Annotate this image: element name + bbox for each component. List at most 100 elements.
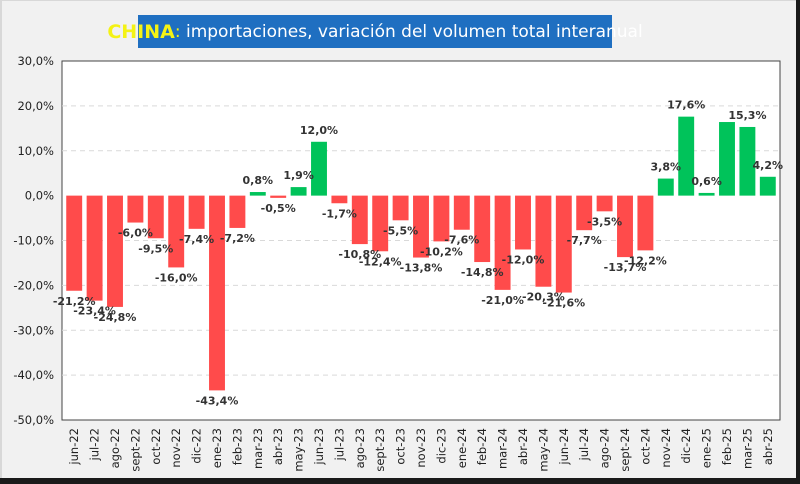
bar-mar-25 bbox=[739, 126, 756, 196]
data-label: -21,0% bbox=[481, 294, 524, 307]
x-category-label: oct-23 bbox=[394, 428, 408, 465]
x-category-label: abr-23 bbox=[271, 428, 285, 465]
data-labels: -21,2%-23,4%-24,8%-6,0%-9,5%-16,0%-7,4%-… bbox=[53, 99, 783, 408]
bar-feb-23 bbox=[229, 195, 246, 228]
x-category-label: may-24 bbox=[536, 428, 550, 472]
bar-abr-23 bbox=[270, 195, 287, 198]
data-label: 15,3% bbox=[728, 109, 766, 122]
x-category-label: feb-23 bbox=[230, 428, 244, 465]
chart-title: CHINA: importaciones, variación del volu… bbox=[107, 15, 643, 48]
data-label: -16,0% bbox=[155, 271, 198, 284]
chart-title-country: CHINA bbox=[107, 20, 175, 43]
x-category-label: ago-23 bbox=[353, 428, 367, 468]
bar-sept-23 bbox=[372, 195, 389, 252]
bar-mar-23 bbox=[249, 192, 266, 196]
bar-jul-22 bbox=[86, 195, 103, 301]
data-label: -12,4% bbox=[359, 255, 402, 268]
x-category-label: feb-25 bbox=[720, 428, 734, 465]
bar-ago-22 bbox=[107, 195, 123, 307]
x-category-label: nov-23 bbox=[414, 428, 428, 468]
y-tick-label: -30,0% bbox=[13, 323, 54, 337]
x-category-label: jun-22 bbox=[67, 428, 81, 466]
x-category-label: abr-25 bbox=[761, 428, 775, 465]
y-tick-label: -10,0% bbox=[13, 234, 54, 248]
data-label: 0,6% bbox=[691, 175, 722, 188]
bar-nov-23 bbox=[413, 195, 429, 258]
bar-ene-23 bbox=[209, 195, 225, 391]
data-label: -13,7% bbox=[604, 261, 647, 274]
x-category-label: jun-23 bbox=[312, 428, 326, 466]
bar-ago-23 bbox=[351, 195, 368, 245]
bar-ene-24 bbox=[453, 195, 470, 230]
x-category-label: abr-24 bbox=[516, 428, 530, 465]
x-category-label: jul-24 bbox=[577, 428, 591, 461]
bar-ago-24 bbox=[596, 195, 613, 212]
y-tick-label: 30,0% bbox=[17, 54, 54, 68]
bar-dic-24 bbox=[678, 116, 695, 196]
data-label: -0,5% bbox=[261, 202, 296, 215]
data-label: -12,2% bbox=[624, 254, 667, 267]
bar-jun-24 bbox=[555, 195, 572, 293]
bar-may-23 bbox=[290, 187, 307, 196]
bar-jul-24 bbox=[576, 195, 593, 231]
bar-abr-25 bbox=[759, 176, 776, 196]
bar-sept-24 bbox=[617, 195, 633, 258]
x-category-label: dic-24 bbox=[679, 428, 693, 464]
data-label: 3,8% bbox=[651, 161, 682, 174]
x-category-label: ago-24 bbox=[598, 428, 612, 468]
data-label: -1,7% bbox=[322, 207, 357, 220]
y-tick-label: 20,0% bbox=[17, 99, 54, 113]
data-label: -7,6% bbox=[444, 234, 479, 247]
x-category-label: nov-24 bbox=[659, 428, 673, 468]
data-label: -14,8% bbox=[461, 266, 504, 279]
data-label: -7,2% bbox=[220, 232, 255, 245]
data-label: 4,2% bbox=[753, 159, 784, 172]
x-category-label: mar-23 bbox=[251, 428, 265, 469]
data-label: -21,2% bbox=[53, 295, 96, 308]
y-tick-label: 10,0% bbox=[17, 144, 54, 158]
bar-jun-22 bbox=[66, 195, 83, 291]
bar-nov-22 bbox=[168, 195, 185, 268]
data-label: 1,9% bbox=[283, 169, 314, 182]
data-label: 12,0% bbox=[300, 124, 338, 137]
x-category-label: ene-23 bbox=[210, 428, 224, 468]
y-axis-ticks: 30,0% 20,0% 10,0% 0,0% -10,0% -20,0% -30,0% -40… bbox=[13, 54, 54, 427]
chart-title-separator: : bbox=[174, 21, 181, 42]
bar-mar-24 bbox=[494, 195, 511, 290]
x-category-label: sept-24 bbox=[618, 428, 632, 472]
y-tick-label: -40,0% bbox=[13, 368, 54, 382]
bar-dic-22 bbox=[188, 195, 205, 229]
x-category-label: mar-25 bbox=[740, 428, 754, 469]
data-label: -7,7% bbox=[567, 234, 602, 247]
bar-feb-24 bbox=[474, 195, 491, 263]
x-category-label: mar-24 bbox=[496, 428, 510, 469]
x-category-label: dic-22 bbox=[190, 428, 204, 464]
x-category-label: oct-22 bbox=[149, 428, 163, 465]
bar-oct-23 bbox=[392, 195, 409, 221]
data-label: -10,2% bbox=[420, 245, 463, 258]
x-category-label: ene-24 bbox=[455, 428, 469, 468]
data-label: -21,6% bbox=[542, 297, 585, 310]
bar-nov-24 bbox=[657, 178, 674, 196]
bar-may-24 bbox=[535, 195, 552, 287]
data-label: -24,8% bbox=[94, 311, 137, 324]
bar-abr-24 bbox=[515, 195, 531, 250]
x-category-label: ene-25 bbox=[700, 428, 714, 468]
x-category-label: dic-23 bbox=[434, 428, 448, 464]
data-label: -23,4% bbox=[73, 305, 116, 318]
bar-dic-23 bbox=[433, 195, 450, 242]
data-label: 17,6% bbox=[667, 99, 705, 112]
data-label: -6,0% bbox=[118, 227, 153, 240]
data-label: -43,4% bbox=[196, 394, 239, 407]
x-category-label: may-23 bbox=[292, 428, 306, 472]
bar-oct-22 bbox=[147, 195, 164, 239]
data-label: -20,3% bbox=[522, 291, 565, 304]
data-label: -5,5% bbox=[383, 224, 418, 237]
chart-title-text: importaciones, variación del volumen tot… bbox=[180, 21, 643, 42]
x-category-label: sept-22 bbox=[128, 428, 142, 472]
bars bbox=[66, 116, 776, 391]
data-label: -7,4% bbox=[179, 233, 214, 246]
y-tick-label: -50,0% bbox=[13, 413, 54, 427]
data-label: -12,0% bbox=[502, 253, 545, 266]
